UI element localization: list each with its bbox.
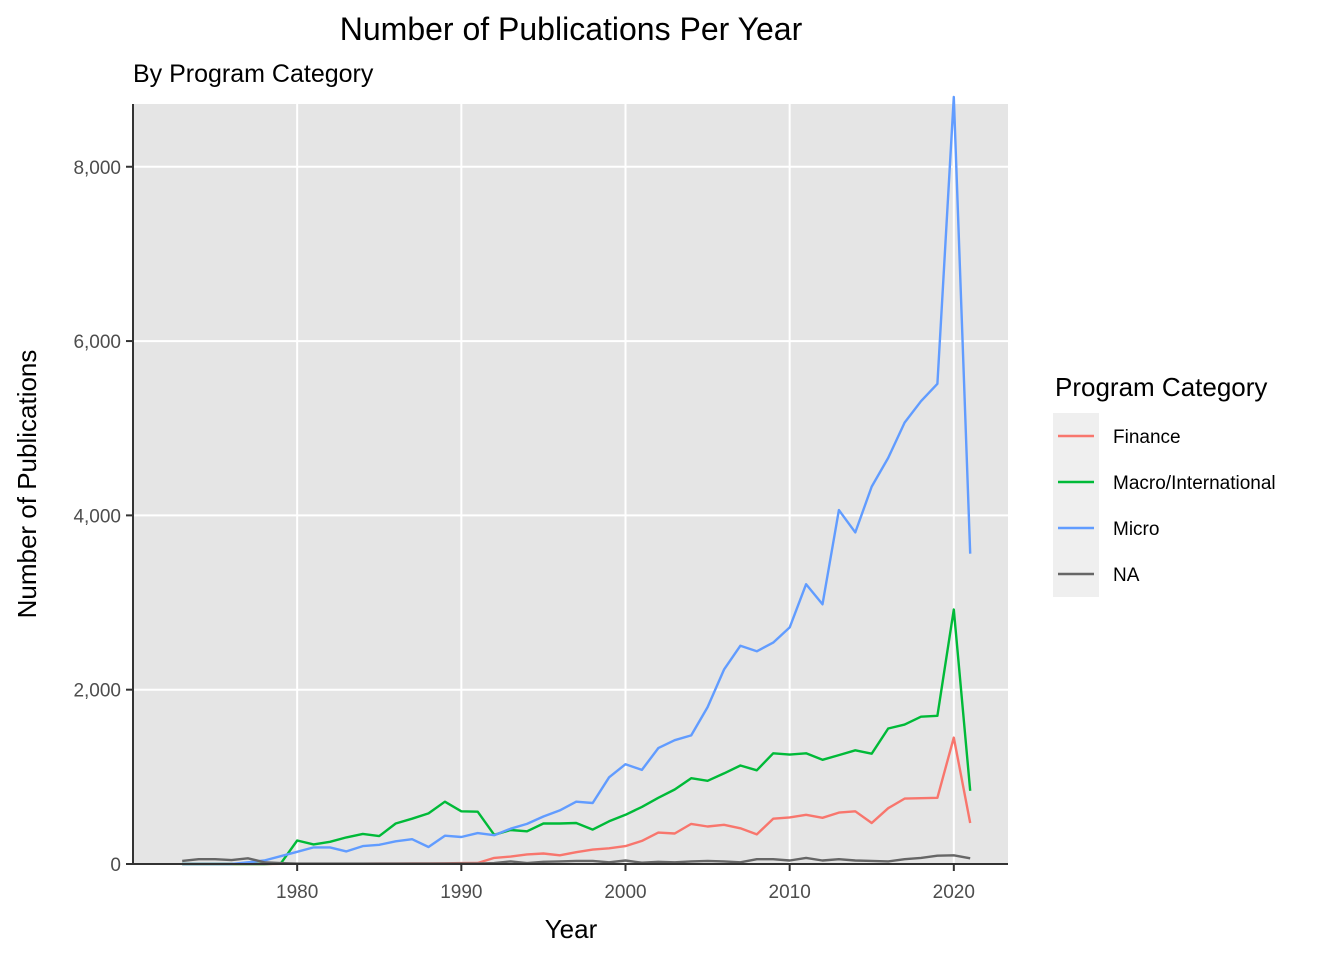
x-tick-label: 1980 <box>276 882 318 903</box>
x-tick-label: 2020 <box>933 882 975 903</box>
y-axis-ticks: 0 2,000 4,000 6,000 8,000 <box>73 158 133 876</box>
x-axis-ticks: 1980 1990 2000 2010 2020 <box>276 864 975 903</box>
legend-label-micro: Micro <box>1113 519 1159 540</box>
x-tick-label: 1990 <box>440 882 482 903</box>
legend-title: Program Category <box>1055 372 1267 402</box>
y-tick-label: 8,000 <box>73 158 121 179</box>
y-tick-label: 6,000 <box>73 332 121 353</box>
legend-label-na: NA <box>1113 565 1140 586</box>
y-tick-label: 0 <box>110 855 121 876</box>
x-axis-title: Year <box>545 914 598 944</box>
x-tick-label: 2000 <box>604 882 646 903</box>
x-tick-label: 2010 <box>769 882 811 903</box>
y-tick-label: 4,000 <box>73 506 121 527</box>
y-axis-title: Number of Publications <box>12 350 42 619</box>
y-tick-label: 2,000 <box>73 681 121 702</box>
legend: Program Category Finance Macro/Internatio… <box>1053 372 1276 597</box>
chart-subtitle: By Program Category <box>133 60 374 88</box>
chart-title: Number of Publications Per Year <box>340 11 803 47</box>
legend-label-finance: Finance <box>1113 427 1181 448</box>
legend-label-macro-international: Macro/International <box>1113 473 1276 494</box>
plot-panel <box>133 104 1008 864</box>
series-line-macro-international <box>182 608 972 866</box>
series-line-micro <box>182 95 972 866</box>
